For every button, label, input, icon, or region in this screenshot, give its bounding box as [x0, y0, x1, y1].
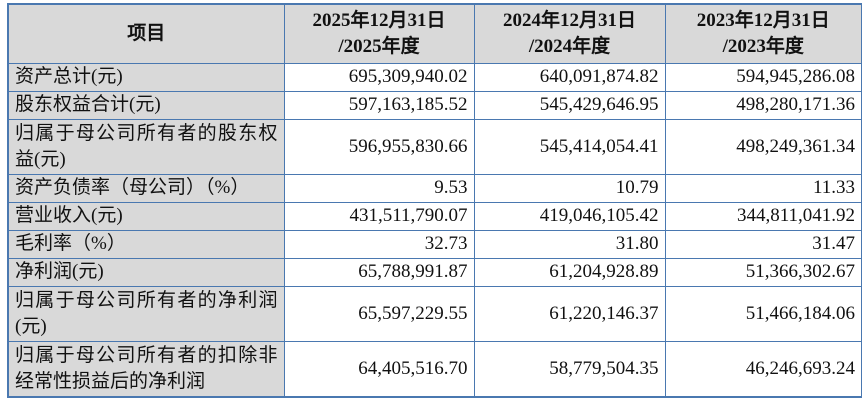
- row-value-2024: 545,429,646.95: [473, 91, 666, 120]
- row-value-2025: 65,788,991.87: [283, 258, 475, 287]
- table-row-total-assets: 资产总计(元) 695,309,940.02 640,091,874.82 59…: [7, 63, 862, 92]
- row-value-2024: 640,091,874.82: [473, 63, 666, 92]
- header-cell-2023: 2023年12月31日 /2023年度: [664, 3, 862, 64]
- row-value-2024: 61,220,146.37: [473, 286, 666, 342]
- row-label: 营业收入(元): [7, 202, 285, 231]
- row-value-2023: 11.33: [664, 174, 862, 203]
- financial-summary-table-wrap: 项目 2025年12月31日 /2025年度 2024年12月31日 /2024…: [7, 3, 862, 398]
- row-label: 毛利率（%）: [7, 230, 285, 259]
- row-value-2025: 431,511,790.07: [283, 202, 475, 231]
- row-value-2024: 61,204,928.89: [473, 258, 666, 287]
- row-value-2025: 597,163,185.52: [283, 91, 475, 120]
- row-label: 资产总计(元): [7, 63, 285, 92]
- row-value-2024: 58,779,504.35: [473, 341, 666, 398]
- row-label: 归属于母公司所有者的扣除非经常性损益后的净利润: [7, 341, 285, 398]
- row-value-2025: 32.73: [283, 230, 475, 259]
- header-cell-2024: 2024年12月31日 /2024年度: [473, 3, 666, 64]
- row-label: 归属于母公司所有者的净利润(元): [7, 286, 285, 342]
- table-row-net-profit-attrib-parent: 归属于母公司所有者的净利润(元) 65,597,229.55 61,220,14…: [7, 286, 862, 342]
- row-value-2024: 419,046,105.42: [473, 202, 666, 231]
- row-value-2025: 65,597,229.55: [283, 286, 475, 342]
- table-row-gross-margin: 毛利率（%） 32.73 31.80 31.47: [7, 230, 862, 259]
- table-row-net-profit-excl-nonrecurring: 归属于母公司所有者的扣除非经常性损益后的净利润 64,405,516.70 58…: [7, 341, 862, 398]
- row-value-2023: 51,466,184.06: [664, 286, 862, 342]
- row-value-2025: 64,405,516.70: [283, 341, 475, 398]
- row-value-2023: 344,811,041.92: [664, 202, 862, 231]
- row-value-2023: 498,249,361.34: [664, 119, 862, 175]
- table-row-revenue: 营业收入(元) 431,511,790.07 419,046,105.42 34…: [7, 202, 862, 231]
- row-value-2024: 31.80: [473, 230, 666, 259]
- table-row-net-profit: 净利润(元) 65,788,991.87 61,204,928.89 51,36…: [7, 258, 862, 287]
- row-value-2024: 10.79: [473, 174, 666, 203]
- row-value-2023: 51,366,302.67: [664, 258, 862, 287]
- header-row: 项目 2025年12月31日 /2025年度 2024年12月31日 /2024…: [7, 3, 862, 64]
- row-value-2023: 31.47: [664, 230, 862, 259]
- financial-summary-table: 项目 2025年12月31日 /2025年度 2024年12月31日 /2024…: [7, 3, 862, 398]
- row-value-2023: 594,945,286.08: [664, 63, 862, 92]
- header-cell-item: 项目: [7, 3, 285, 64]
- row-value-2023: 46,246,693.24: [664, 341, 862, 398]
- row-value-2025: 9.53: [283, 174, 475, 203]
- header-cell-2025: 2025年12月31日 /2025年度: [283, 3, 475, 64]
- row-label: 资产负债率（母公司）（%）: [7, 174, 285, 203]
- row-label: 股东权益合计(元): [7, 91, 285, 120]
- row-value-2024: 545,414,054.41: [473, 119, 666, 175]
- table-row-total-equity: 股东权益合计(元) 597,163,185.52 545,429,646.95 …: [7, 91, 862, 120]
- table-row-debt-ratio: 资产负债率（母公司）（%） 9.53 10.79 11.33: [7, 174, 862, 203]
- row-value-2025: 596,955,830.66: [283, 119, 475, 175]
- table-row-equity-attrib-parent: 归属于母公司所有者的股东权益(元) 596,955,830.66 545,414…: [7, 119, 862, 175]
- row-label: 净利润(元): [7, 258, 285, 287]
- row-label: 归属于母公司所有者的股东权益(元): [7, 119, 285, 175]
- row-value-2025: 695,309,940.02: [283, 63, 475, 92]
- row-value-2023: 498,280,171.36: [664, 91, 862, 120]
